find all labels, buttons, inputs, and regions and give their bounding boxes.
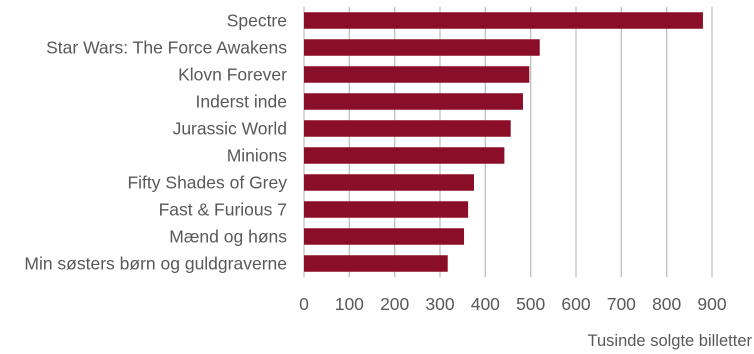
x-tick-label-300: 300: [425, 294, 454, 314]
x-tick-label-800: 800: [652, 294, 681, 314]
category-label-1: Star Wars: The Force Awakens: [46, 38, 287, 58]
category-label-3: Inderst inde: [196, 92, 287, 112]
category-label-7: Fast & Furious 7: [159, 200, 287, 220]
x-tick-label-200: 200: [380, 294, 409, 314]
x-tick-label-700: 700: [607, 294, 636, 314]
bar-8: [304, 228, 465, 245]
bar-7: [304, 201, 469, 218]
category-label-6: Fifty Shades of Grey: [127, 173, 287, 193]
category-label-0: Spectre: [227, 11, 287, 31]
bar-6: [304, 174, 474, 191]
x-axis-title: Tusinde solgte billetter: [588, 332, 753, 350]
x-tick-label-0: 0: [299, 294, 309, 314]
bar-5: [304, 147, 505, 164]
category-labels: Spectre Star Wars: The Force Awakens Klovn…: [24, 11, 287, 274]
bars: [304, 12, 703, 272]
category-label-8: Mænd og høns: [169, 227, 287, 247]
category-label-2: Klovn Forever: [178, 65, 287, 85]
x-tick-label-900: 900: [697, 294, 726, 314]
category-label-4: Jurassic World: [173, 119, 287, 139]
bar-2: [304, 66, 530, 83]
category-label-9: Min søsters børn og guldgraverne: [24, 254, 287, 274]
bar-1: [304, 39, 540, 56]
bar-4: [304, 120, 511, 137]
x-tick-label-100: 100: [335, 294, 364, 314]
bar-9: [304, 255, 448, 272]
category-label-5: Minions: [227, 146, 288, 166]
x-axis-tick-labels: 0 100 200 300 400 500 600 700 800 900: [299, 294, 727, 314]
bar-3: [304, 93, 523, 110]
x-tick-label-400: 400: [471, 294, 500, 314]
x-tick-label-600: 600: [561, 294, 590, 314]
x-tick-label-500: 500: [516, 294, 545, 314]
bar-0: [304, 12, 703, 29]
